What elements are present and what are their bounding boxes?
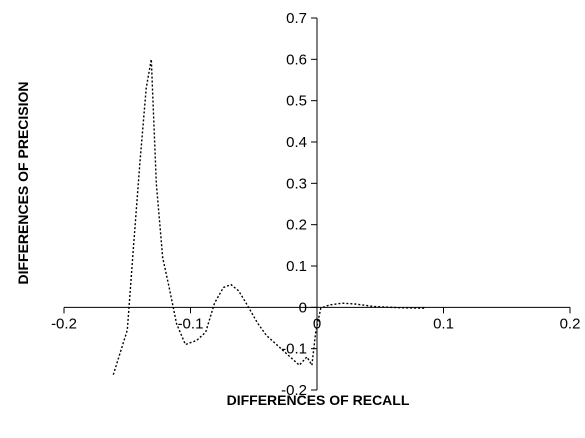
y-tick-label: 0.5 bbox=[286, 93, 307, 110]
x-axis-title: DIFFERENCES OF RECALL bbox=[227, 392, 410, 408]
y-tick-label: 0.3 bbox=[286, 175, 307, 192]
x-tick-label: 0.1 bbox=[433, 315, 454, 332]
y-tick-label: 0.1 bbox=[286, 258, 307, 275]
y-tick-label: 0.7 bbox=[286, 10, 307, 27]
y-tick-label: 0.2 bbox=[286, 217, 307, 234]
x-tick-label: -0.2 bbox=[51, 315, 77, 332]
y-tick-label: 0 bbox=[299, 299, 307, 316]
tick-labels: -0.2 -0.1 0 0.1 0.2 -0.2 -0.1 0 0.1 0.2 0.3 0.4 0.5 0… bbox=[51, 10, 580, 399]
y-axis-title: DIFFERENCES OF PRECISION bbox=[15, 81, 31, 284]
y-tick-label: -0.1 bbox=[281, 341, 307, 358]
x-tick-label: 0.2 bbox=[560, 315, 581, 332]
axes bbox=[63, 17, 571, 391]
y-tick-label: -0.2 bbox=[281, 382, 307, 399]
y-tick-label: 0.4 bbox=[286, 134, 307, 151]
x-tick-label: -0.1 bbox=[178, 315, 204, 332]
series-layer bbox=[112, 58, 425, 375]
series-line-1 bbox=[112, 58, 425, 375]
x-tick-label: 0 bbox=[313, 315, 321, 332]
y-tick-label: 0.6 bbox=[286, 51, 307, 68]
